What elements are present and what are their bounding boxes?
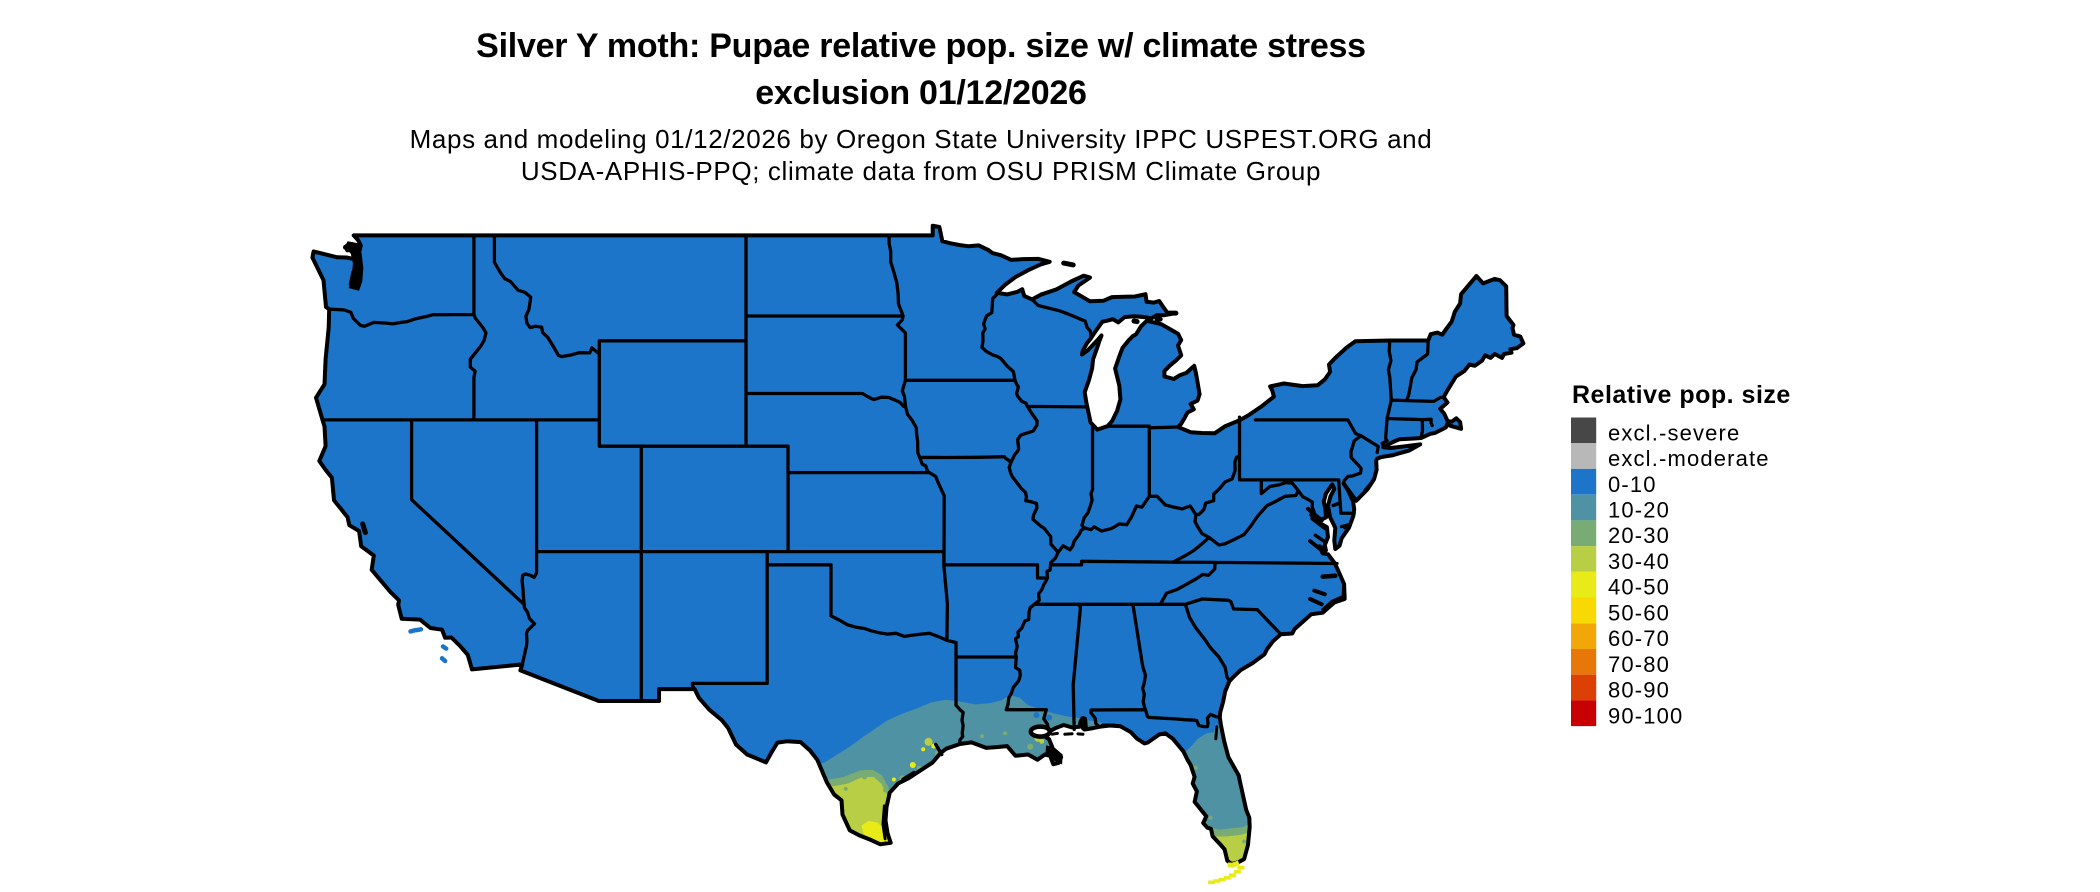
svg-text:80-90: 80-90	[1608, 678, 1670, 703]
svg-text:excl.-moderate: excl.-moderate	[1608, 446, 1770, 471]
svg-text:0-10: 0-10	[1608, 472, 1657, 497]
svg-text:10-20: 10-20	[1608, 498, 1670, 523]
svg-text:90-100: 90-100	[1608, 703, 1683, 728]
svg-text:exclusion 01/12/2026: exclusion 01/12/2026	[755, 74, 1086, 112]
svg-text:70-80: 70-80	[1608, 652, 1670, 677]
svg-text:Silver Y moth: Pupae relative: Silver Y moth: Pupae relative pop. size …	[476, 27, 1366, 65]
svg-text:30-40: 30-40	[1608, 549, 1670, 574]
svg-text:20-30: 20-30	[1608, 523, 1670, 548]
svg-text:USDA-APHIS-PPQ; climate data f: USDA-APHIS-PPQ; climate data from OSU PR…	[521, 156, 1321, 186]
svg-text:Maps and modeling 01/12/2026 b: Maps and modeling 01/12/2026 by Oregon S…	[410, 124, 1433, 154]
svg-text:excl.-severe: excl.-severe	[1608, 420, 1740, 445]
svg-text:40-50: 40-50	[1608, 575, 1670, 600]
svg-text:Relative pop. size: Relative pop. size	[1572, 381, 1791, 409]
svg-text:60-70: 60-70	[1608, 626, 1670, 651]
svg-text:50-60: 50-60	[1608, 600, 1670, 625]
